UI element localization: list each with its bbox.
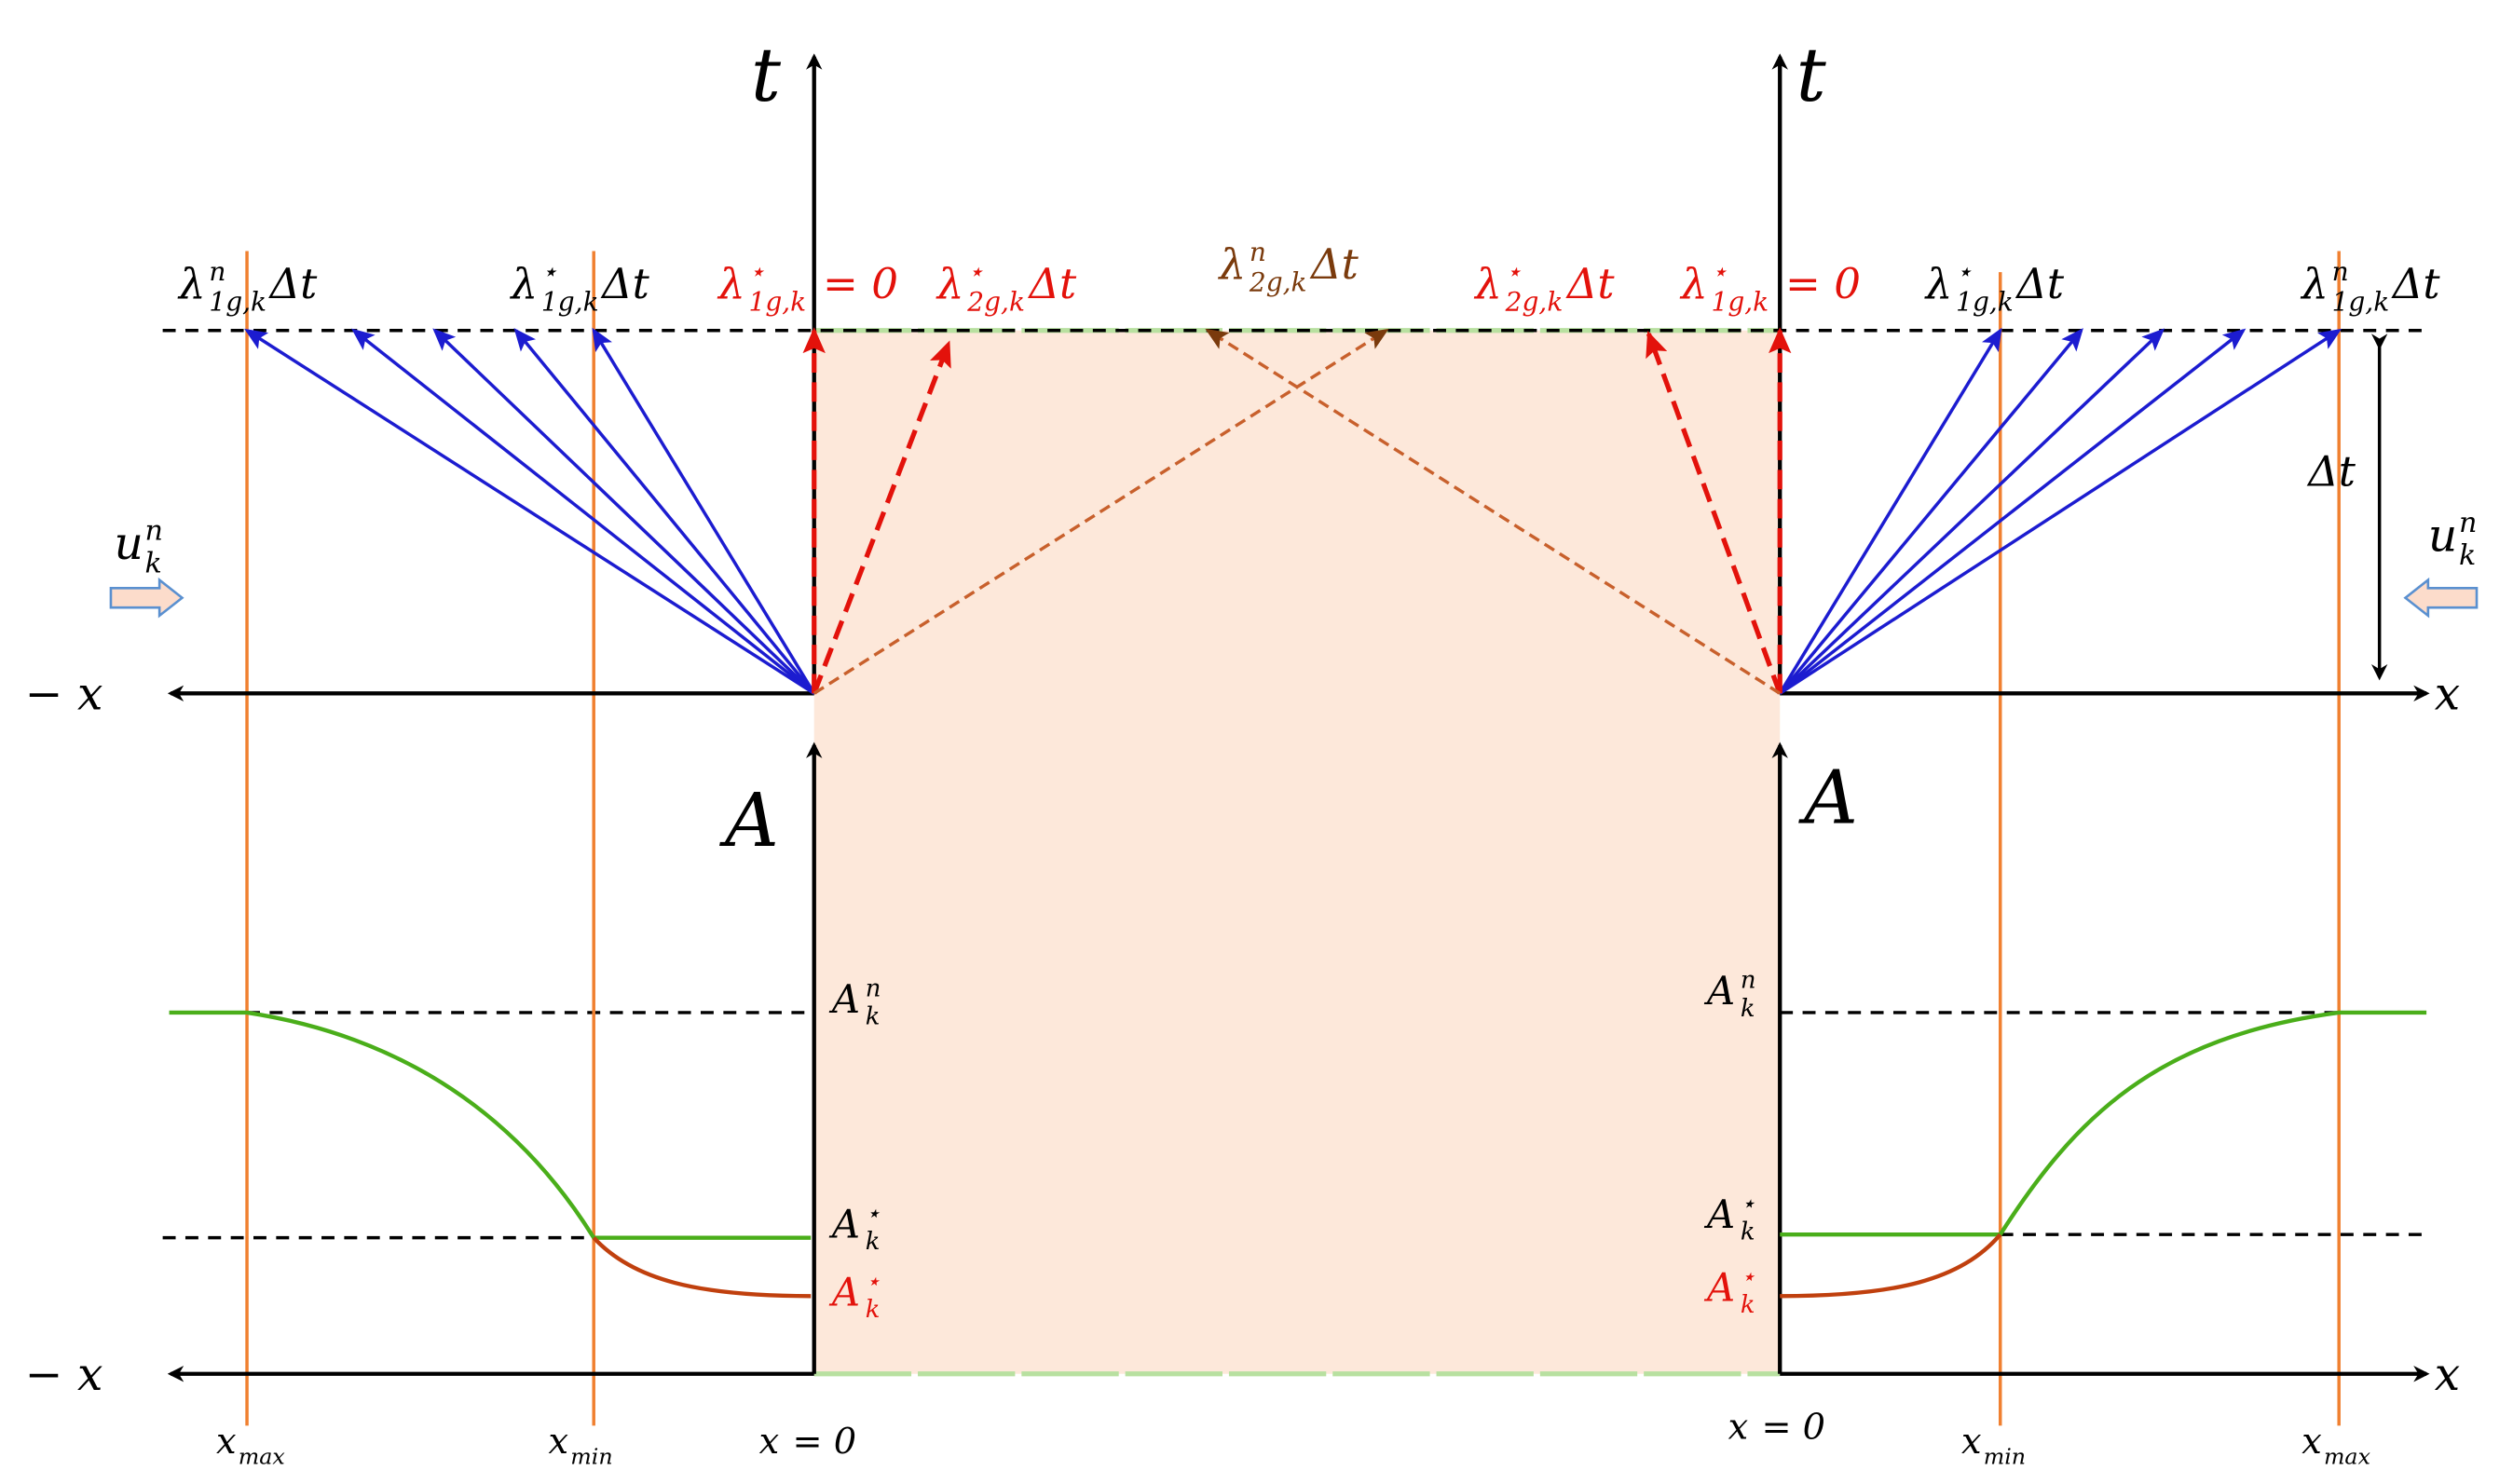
label-sup: ⋆ — [866, 1268, 881, 1296]
label-sup: ⋆ — [866, 1200, 881, 1228]
label-sub: 1g,k — [749, 287, 807, 318]
label-base: λ — [1218, 239, 1247, 289]
label-base: A — [1797, 754, 1858, 840]
label-base: x — [549, 1421, 569, 1463]
label-base: λ — [510, 259, 539, 308]
label-tail: Δt — [1309, 239, 1359, 289]
label-sub: max — [2324, 1443, 2371, 1469]
label-tail: = 0 — [810, 259, 898, 308]
label-base: A — [1703, 968, 1735, 1014]
label-sub: 2g,k — [966, 287, 1025, 318]
label-base: A — [1703, 1264, 1735, 1310]
label-base: A — [828, 976, 860, 1022]
label-sub: k — [866, 1228, 881, 1256]
label-sup: n — [209, 256, 225, 287]
label-sup: ⋆ — [1741, 1263, 1755, 1291]
label-sub: k — [1741, 1291, 1755, 1319]
label-base: A — [828, 1270, 860, 1315]
label-base: x — [2435, 669, 2460, 721]
label-base: x — [759, 1421, 780, 1463]
label-base: − x — [25, 1349, 103, 1401]
label-base: λ — [936, 259, 964, 308]
label-sup: ⋆ — [967, 256, 984, 287]
label-base: x — [216, 1421, 237, 1463]
label-base: A — [828, 1202, 860, 1247]
label-sup: ⋆ — [749, 256, 766, 287]
blue-characteristics — [244, 327, 2342, 695]
label-base: x — [2301, 1421, 2322, 1463]
label-base: x — [2435, 1349, 2460, 1401]
shaded-region — [813, 330, 1781, 1374]
label-base: − x — [25, 669, 103, 721]
label-base: A — [718, 777, 779, 864]
label-sup: n — [2332, 256, 2349, 287]
label-tail: Δt — [600, 259, 650, 308]
label-tail: = 0 — [781, 1421, 856, 1463]
label-sub: min — [570, 1443, 612, 1469]
label-base: t — [1796, 32, 1827, 118]
flow-arrow — [2403, 577, 2479, 619]
label-tail: = 0 — [1772, 259, 1861, 308]
label-sup: n — [2459, 507, 2477, 539]
label-sup: n — [1741, 967, 1756, 995]
label-sub: 1g,k — [2332, 287, 2390, 318]
label-tail: Δt — [2014, 259, 2065, 308]
label-tail: Δt — [1565, 259, 1616, 308]
dashed-levels — [162, 329, 2432, 1240]
label-sub: k — [866, 1296, 881, 1324]
label-sub: k — [866, 1002, 881, 1030]
flow-arrow — [109, 577, 184, 619]
label-sub: min — [1984, 1443, 2026, 1469]
red-characteristics — [802, 327, 1792, 695]
label-sup: n — [1250, 237, 1266, 267]
label-base: λ — [717, 259, 745, 308]
label-sub: k — [2459, 539, 2476, 572]
label-base: A — [1703, 1191, 1735, 1237]
brown-characteristics — [813, 328, 1782, 695]
label-base: u — [2428, 510, 2457, 562]
label-tail: Δt — [2391, 259, 2441, 308]
label-tail: = 0 — [1750, 1406, 1825, 1448]
label-sub: k — [145, 548, 162, 580]
label-sub: k — [1741, 995, 1755, 1023]
labels: t t− x xA A− x xλ n1g,k Δt λ ⋆1g,k Δt λ ⋆1g,k = 0 λ ⋆… — [25, 32, 2478, 1470]
label-sub: 1g,k — [209, 287, 266, 318]
label-base: λ — [1924, 259, 1953, 308]
label-base: u — [114, 518, 143, 570]
label-tail: Δt — [268, 259, 319, 308]
label-base: x — [1728, 1406, 1749, 1448]
label-sup: ⋆ — [1712, 256, 1728, 287]
label-sup: ⋆ — [1741, 1191, 1755, 1219]
label-base: λ — [2300, 259, 2329, 308]
label-sub: k — [1741, 1219, 1755, 1246]
label-sub: 1g,k — [1956, 287, 2014, 318]
label-sup: ⋆ — [1956, 256, 1973, 287]
label-sub: max — [239, 1443, 286, 1469]
drawing — [109, 53, 2479, 1426]
label-sup: ⋆ — [1506, 256, 1523, 287]
label-sub: 1g,k — [1712, 287, 1769, 318]
label-sub: 1g,k — [541, 287, 599, 318]
label-sub: 2g,k — [1505, 287, 1564, 318]
profiles — [169, 1010, 2427, 1299]
label-sup: ⋆ — [541, 256, 558, 287]
label-base: t — [751, 32, 782, 118]
label-tail: Δt — [1027, 259, 1077, 308]
label-sup: n — [145, 515, 163, 548]
label-base: λ — [1679, 259, 1708, 308]
label-base: x — [1961, 1421, 1982, 1463]
label-sup: n — [866, 974, 881, 1002]
label-base: λ — [1473, 259, 1502, 308]
label-sub: 2g,k — [1249, 267, 1307, 298]
label-base: Δt — [2306, 447, 2356, 497]
label-base: λ — [177, 259, 206, 308]
